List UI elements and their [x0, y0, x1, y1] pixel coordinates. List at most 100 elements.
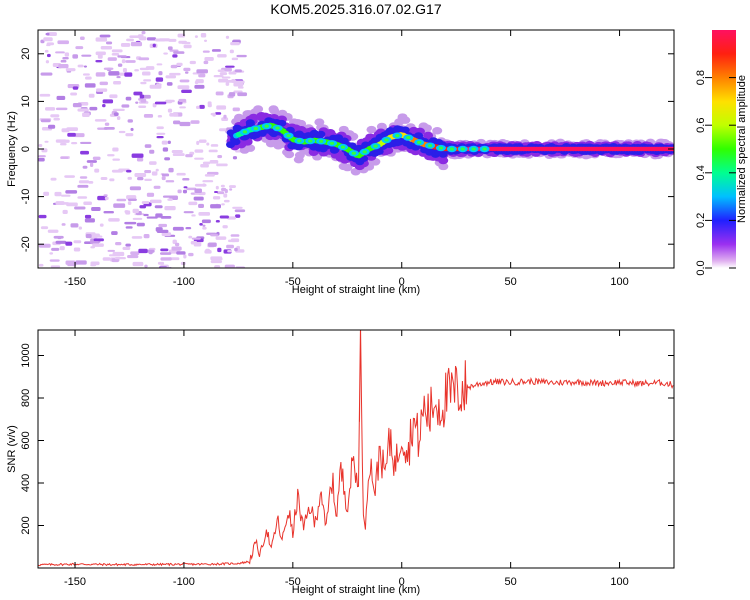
- heatmap-noise-cell: [141, 30, 146, 35]
- heatmap-noise-cell: [56, 95, 66, 101]
- heatmap-noise-cell: [196, 69, 208, 74]
- heatmap-noise-cell: [214, 265, 221, 268]
- colorbar-tick-label: 0.6: [695, 118, 707, 133]
- heatmap-noise-cell: [65, 190, 78, 194]
- heatmap-noise-cell: [233, 82, 244, 87]
- heatmap-noise-cell: [199, 223, 203, 226]
- heatmap-noise-cell: [58, 63, 69, 69]
- heatmap-noise-cell: [234, 247, 238, 252]
- heatmap-ridge-blob-center: [362, 150, 367, 154]
- heatmap-noise-cell: [109, 94, 118, 99]
- heatmap-ridge-blob-center: [373, 144, 378, 148]
- heatmap-noise-cell: [71, 142, 78, 145]
- heatmap-noise-cell: [149, 149, 155, 154]
- heatmap-noise-cell: [156, 132, 166, 135]
- heatmap-noise-cell: [46, 53, 51, 58]
- heatmap-noise-cell: [133, 91, 143, 96]
- heatmap-ridge-blob-center: [351, 151, 357, 155]
- heatmap-noise-cell: [178, 98, 187, 102]
- heatmap-noise-cell: [171, 149, 183, 154]
- heatmap-noise-cell: [140, 98, 147, 103]
- heatmap-noise-cell: [127, 254, 139, 259]
- heatmap-noise-cell: [148, 250, 153, 255]
- heatmap-noise-cell: [151, 171, 158, 176]
- heatmap-noise-cell: [126, 169, 132, 173]
- heatmap-noise-cell: [40, 72, 53, 76]
- heatmap-noise-cell: [38, 144, 43, 147]
- heatmap-noise-cell: [70, 223, 79, 228]
- snr-x-tick-label: 100: [610, 576, 628, 588]
- heatmap-noise-cell: [55, 240, 67, 244]
- heatmap-noise-cell: [183, 44, 192, 49]
- heatmap-ridge-halo: [438, 162, 449, 171]
- heatmap-noise-cell: [179, 79, 190, 83]
- heatmap-noise-cell: [132, 208, 139, 214]
- heatmap-noise-cell: [190, 120, 200, 124]
- colorbar-title: Normalized spectral amplitude: [736, 75, 748, 223]
- heatmap-noise-cell: [177, 189, 182, 194]
- heatmap-noise-cell: [117, 55, 127, 58]
- heatmap-noise-cell: [158, 38, 171, 42]
- heatmap-noise-cell: [222, 225, 228, 229]
- heatmap-noise-cell: [112, 108, 125, 111]
- heatmap-noise-cell: [216, 105, 227, 110]
- heatmap-noise-cell: [160, 216, 172, 219]
- heatmap-noise-cell: [137, 176, 144, 181]
- heatmap-noise-cell: [215, 219, 220, 223]
- heatmap-noise-cell: [66, 202, 78, 207]
- heatmap-noise-cell: [196, 105, 200, 109]
- snr-x-tick-label: -50: [285, 576, 301, 588]
- heatmap-noise-cell: [166, 82, 173, 86]
- heatmap-noise-cell: [157, 114, 163, 118]
- heatmap-noise-cell: [73, 247, 81, 252]
- heatmap-noise: [38, 30, 248, 268]
- heatmap-noise-cell: [221, 203, 225, 206]
- heatmap-noise-cell: [139, 94, 145, 99]
- heatmap-noise-cell: [138, 97, 142, 101]
- heatmap-noise-cell: [103, 67, 114, 70]
- heatmap-noise-cell: [50, 265, 61, 268]
- heatmap-noise-cell: [232, 107, 240, 112]
- heatmap-noise-cell: [154, 205, 163, 209]
- heatmap-noise-cell: [139, 205, 147, 209]
- heatmap-noise-cell: [59, 246, 65, 251]
- heatmap-noise-cell: [49, 252, 54, 255]
- heatmap-noise-cell: [228, 92, 236, 97]
- heatmap-noise-cell: [152, 43, 156, 48]
- heatmap-noise-cell: [83, 65, 87, 68]
- snr-x-tick-label: -100: [173, 576, 195, 588]
- heatmap-noise-cell: [55, 107, 68, 111]
- heatmap-noise-cell: [140, 81, 147, 85]
- heatmap-noise-cell: [144, 170, 152, 174]
- heatmap-noise-cell: [38, 155, 46, 158]
- heatmap-noise-cell: [162, 147, 169, 152]
- heatmap-noise-cell: [64, 175, 76, 178]
- heatmap-noise-cell: [202, 226, 207, 230]
- heatmap-noise-cell: [201, 219, 211, 224]
- heatmap-noise-cell: [223, 199, 230, 203]
- heatmap-ridge-blob-center: [253, 126, 259, 131]
- heatmap-noise-cell: [64, 52, 70, 57]
- heatmap-noise-cell: [46, 32, 57, 37]
- heatmap-noise-cell: [227, 250, 232, 253]
- heatmap-noise-cell: [232, 40, 241, 43]
- heatmap-noise-cell: [198, 139, 207, 143]
- heatmap-noise-cell: [172, 54, 178, 58]
- heatmap-x-axis-title: Height of straight line (km): [292, 284, 420, 296]
- heatmap-noise-cell: [126, 38, 134, 42]
- heatmap-noise-cell: [161, 176, 166, 181]
- heatmap-x-tick-label: 50: [505, 276, 517, 288]
- heatmap-noise-cell: [88, 180, 94, 184]
- heatmap-ridge-halo: [269, 106, 280, 115]
- heatmap-noise-cell: [210, 260, 223, 264]
- heatmap-noise-cell: [202, 50, 210, 53]
- heatmap-noise-cell: [65, 241, 73, 246]
- heatmap-noise-cell: [39, 93, 51, 97]
- heatmap-noise-cell: [200, 163, 209, 168]
- heatmap-noise-cell: [158, 71, 163, 76]
- heatmap-noise-cell: [131, 153, 144, 158]
- heatmap-noise-cell: [49, 259, 60, 262]
- heatmap-noise-cell: [167, 140, 171, 144]
- heatmap-noise-cell: [225, 35, 230, 39]
- heatmap-noise-cell: [167, 108, 173, 113]
